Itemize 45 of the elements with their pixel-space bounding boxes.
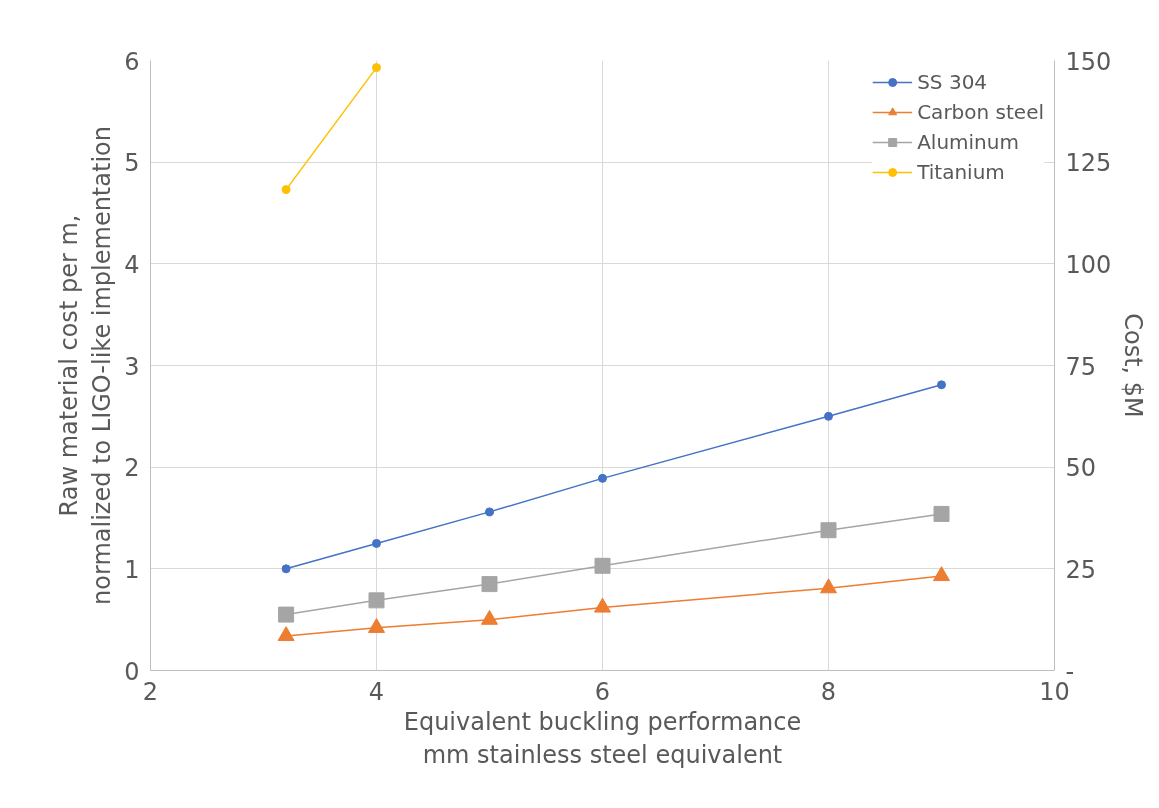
point <box>824 411 833 421</box>
legend-label: Titanium <box>917 160 1005 184</box>
point <box>281 185 291 195</box>
y2-tick-label: 150 <box>1065 47 1112 76</box>
y-tick-label: 2 <box>124 454 140 483</box>
y2-tick-label: 100 <box>1065 250 1112 279</box>
point <box>481 609 498 625</box>
legend-label: SS 304 <box>917 70 988 94</box>
point <box>481 576 498 593</box>
x-tick-label: 2 <box>142 677 159 706</box>
x-axis-title: Equivalent buckling performance mm stainless steel equivalent <box>403 707 802 770</box>
y-axis-title: Raw material cost per m, normalized to LIGO-like implementation <box>54 126 117 605</box>
point <box>594 557 611 574</box>
x-tick-label: 8 <box>820 677 837 706</box>
y2-tick-label: 75 <box>1065 352 1097 381</box>
x-tick-label: 6 <box>594 677 611 706</box>
y-tick-label: 0 <box>124 657 140 686</box>
point <box>372 63 381 73</box>
y-tick-label: 6 <box>124 47 140 76</box>
point <box>594 597 611 613</box>
point <box>937 380 946 390</box>
y-tick-label: 1 <box>124 555 140 584</box>
y-tick-label: 4 <box>124 250 140 279</box>
legend-label: Carbon steel <box>917 100 1044 124</box>
point <box>820 578 837 594</box>
point <box>277 626 295 642</box>
y2-tick-label: 25 <box>1065 555 1097 584</box>
legend-label: Aluminum <box>917 130 1019 154</box>
point <box>933 566 950 582</box>
point <box>820 522 837 539</box>
y2-tick-label: 125 <box>1065 149 1112 178</box>
y2-tick-label: 50 <box>1065 454 1097 483</box>
point <box>368 592 385 609</box>
point <box>933 505 950 522</box>
point <box>281 564 291 574</box>
point <box>485 507 494 517</box>
x-tick-label: 10 <box>1039 677 1070 706</box>
y2-axis-title: Cost, $M <box>1119 313 1148 418</box>
point <box>368 618 385 633</box>
y-tick-label: 3 <box>124 352 140 381</box>
y-tick-label: 5 <box>124 149 140 178</box>
x-tick-label: 4 <box>368 677 385 706</box>
point <box>598 473 607 483</box>
point <box>372 538 381 548</box>
point <box>278 606 295 623</box>
